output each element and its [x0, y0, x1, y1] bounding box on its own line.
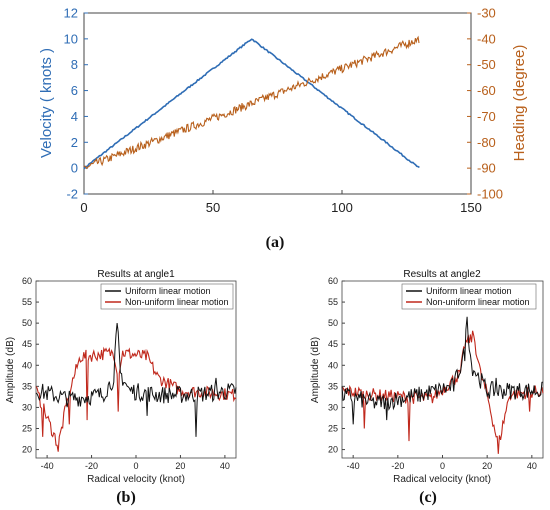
panel-b-title: Results at angle1	[97, 269, 175, 280]
panel-b-y-tick-label: 25	[22, 424, 32, 434]
panel-a-x-tick-label: 50	[206, 200, 220, 215]
panel-b-x-ticks: -40 -20 0 20 40	[41, 455, 230, 471]
panel-b-x-tick-label: 20	[175, 461, 185, 471]
panel-c-series	[341, 316, 544, 454]
panel-a-y-tick-label-right: -30	[477, 6, 496, 21]
panel-a-y-tick-label-left: 10	[64, 31, 78, 46]
panel-c-y-tick-label: 55	[328, 297, 338, 307]
panel-c-label: (c)	[419, 489, 437, 506]
panel-a-x-tick-label: 150	[460, 200, 482, 215]
panel-b-y-tick-label: 50	[22, 318, 32, 328]
panel-c-y-tick-label: 45	[328, 339, 338, 349]
panel-b-y-tick-label: 60	[22, 276, 32, 286]
panel-b-y-tick-label: 55	[22, 297, 32, 307]
panel-a-heading-line	[83, 35, 420, 170]
panel-a-y-tick-label-right: -80	[477, 135, 496, 150]
panel-c-y-tick-label: 25	[328, 424, 338, 434]
panel-c-chart: Results at angle2 -40 -20 0 20 40 20 25 30 35 40…	[310, 269, 544, 506]
panel-a-series	[83, 35, 420, 170]
panel-b-label: (b)	[116, 489, 136, 506]
panel-c-legend-nonuniform: Non-uniform linear motion	[426, 297, 530, 307]
panel-c-uniform-line	[341, 316, 544, 425]
panel-c-y-ticks: 20 25 30 35 40 45 50 55 60	[328, 276, 345, 455]
panel-b-x-tick-label: 0	[133, 461, 138, 471]
panel-b-y-ticks: 20 25 30 35 40 45 50 55 60	[22, 276, 39, 455]
panel-b-y-tick-label: 30	[22, 402, 32, 412]
panel-a-y-ticks-right: -100 -90 -80 -70 -60 -50 -40 -30	[467, 6, 503, 202]
panel-b-x-tick-label: -40	[41, 461, 54, 471]
panel-a-y-tick-label-left: -2	[66, 187, 78, 202]
panel-b-series	[35, 323, 237, 452]
panel-c-x-tick-label: -20	[391, 461, 404, 471]
panel-b-x-tick-label: 40	[220, 461, 230, 471]
panel-a-x-tick-label: 0	[80, 200, 87, 215]
panel-b-chart: Results at angle1 -40 -20 0 20 40 20 25 30 35 40…	[5, 269, 237, 506]
panel-c-title: Results at angle2	[403, 269, 481, 280]
panel-c-y-tick-label: 30	[328, 402, 338, 412]
panel-a-velocity-line	[83, 38, 420, 170]
panel-a-y-tick-label-left: 2	[71, 135, 78, 150]
panel-a-y-tick-label-right: -60	[477, 83, 496, 98]
panel-b-y-tick-label: 40	[22, 360, 32, 370]
panel-a-y-tick-label-right: -70	[477, 109, 496, 124]
panel-a-y-tick-label-left: 12	[64, 6, 78, 21]
panel-c-y-tick-label: 50	[328, 318, 338, 328]
panel-b-x-tick-label: -20	[85, 461, 98, 471]
panel-b-legend: Uniform linear motion Non-uniform linear…	[100, 283, 234, 310]
panel-b-y-label: Amplitude (dB)	[5, 337, 16, 403]
panel-b-legend-nonuniform: Non-uniform linear motion	[125, 297, 229, 307]
panel-a-y-tick-label-left: 0	[71, 161, 78, 176]
panel-a-y-tick-label-right: -90	[477, 161, 496, 176]
panel-c-legend: Uniform linear motion Non-uniform linear…	[401, 283, 537, 310]
panel-a-y-tick-label-left: 8	[71, 57, 78, 72]
panel-a-plot-area	[83, 12, 472, 195]
panel-b-y-tick-label: 20	[22, 445, 32, 455]
panel-b-y-tick-label: 35	[22, 381, 32, 391]
panel-b-legend-uniform: Uniform linear motion	[125, 286, 211, 296]
panel-b-uniform-line	[35, 323, 237, 437]
panel-c-y-tick-label: 35	[328, 381, 338, 391]
panel-c-x-ticks: -40 -20 0 20 40	[347, 455, 537, 471]
panel-c-x-tick-label: 20	[482, 461, 492, 471]
panel-a-y-tick-label-right: -100	[477, 187, 503, 202]
panel-c-x-tick-label: 40	[527, 461, 537, 471]
panel-b-y-tick-label: 45	[22, 339, 32, 349]
panel-a-y-tick-label-left: 4	[71, 109, 78, 124]
panel-c-x-label: Radical velocity (knot)	[393, 474, 491, 485]
panel-c-x-tick-label: 0	[440, 461, 445, 471]
panel-a-y-tick-label-right: -50	[477, 57, 496, 72]
panel-a-x-tick-label: 100	[331, 200, 353, 215]
panel-c-y-tick-label: 60	[328, 276, 338, 286]
panel-b-x-label: Radical velocity (knot)	[87, 474, 185, 485]
panel-c-plot-area	[341, 280, 544, 459]
panel-a-x-ticks: 0 50 100 150	[80, 190, 482, 215]
panel-a-label: (a)	[266, 234, 285, 251]
panel-c-legend-uniform: Uniform linear motion	[426, 286, 512, 296]
panel-a-y-tick-label-left: 6	[71, 83, 78, 98]
panel-a-y-label-right: Heading (degree)	[511, 45, 528, 162]
panel-c-x-tick-label: -40	[347, 461, 360, 471]
panel-c-y-label: Amplitude (dB)	[310, 337, 321, 403]
panel-c-nonuniform-line	[341, 330, 544, 454]
panel-a-y-label-left: Velocity ( knots )	[38, 48, 55, 158]
panel-c-y-tick-label: 20	[328, 445, 338, 455]
panel-c-y-tick-label: 40	[328, 360, 338, 370]
panel-b-plot-area	[35, 280, 237, 459]
panel-a-y-tick-label-right: -40	[477, 31, 496, 46]
